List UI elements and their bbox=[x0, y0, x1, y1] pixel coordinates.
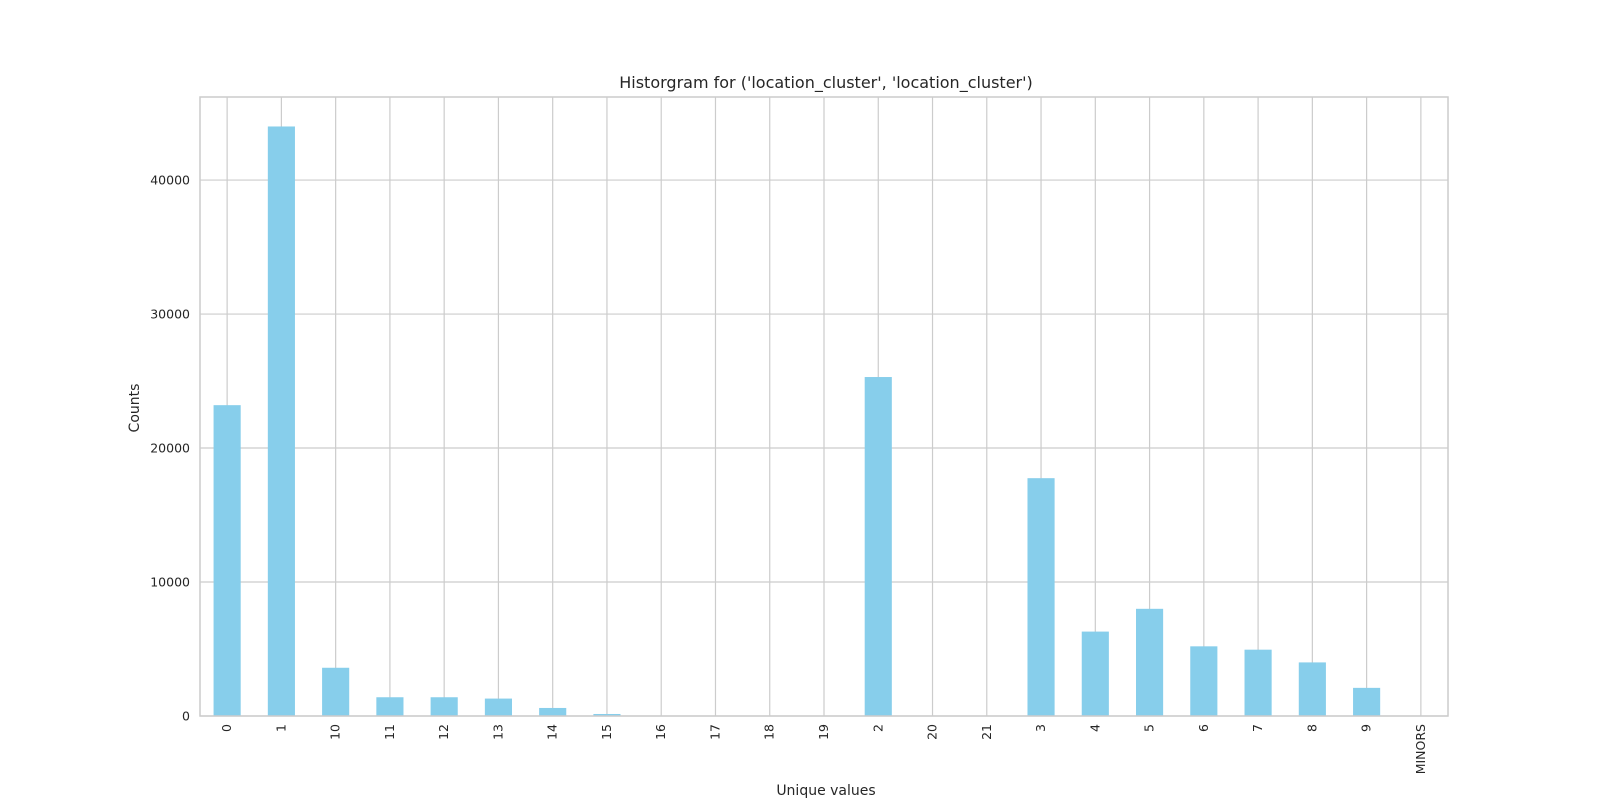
bar-8 bbox=[1298, 662, 1326, 716]
bar-13 bbox=[484, 698, 512, 716]
x-tick-label: 2 bbox=[870, 724, 885, 732]
x-tick-label: 6 bbox=[1196, 724, 1211, 732]
bar-10 bbox=[322, 667, 350, 716]
x-tick-label: 10 bbox=[328, 724, 343, 740]
y-tick-label: 10000 bbox=[150, 575, 190, 590]
bar-5 bbox=[1136, 608, 1164, 716]
x-tick-label: 3 bbox=[1033, 724, 1048, 732]
bar-0 bbox=[213, 405, 241, 716]
y-tick-label: 20000 bbox=[150, 441, 190, 456]
bar-12 bbox=[430, 697, 458, 716]
x-tick-label: 12 bbox=[436, 724, 451, 740]
bars bbox=[213, 126, 1435, 716]
x-tick-label: 19 bbox=[816, 724, 831, 740]
bar-14 bbox=[539, 707, 567, 716]
x-tick-label: MINORS bbox=[1413, 724, 1428, 774]
bar-11 bbox=[376, 697, 404, 716]
x-tick-label: 15 bbox=[599, 724, 614, 740]
grid-lines bbox=[200, 97, 1448, 717]
x-tick-label: 1 bbox=[273, 724, 288, 732]
x-tick-label: 16 bbox=[653, 724, 668, 740]
x-axis-ticks: 0 1 10 11 12 13 14 15 16 17 18 19 2 20 21 3 4 5 6 7 8 9 MINORS bbox=[219, 724, 1428, 774]
y-axis-label: Counts bbox=[127, 384, 143, 433]
x-tick-label: 17 bbox=[707, 724, 722, 740]
x-axis-label: Unique values bbox=[776, 783, 875, 799]
x-tick-label: 11 bbox=[382, 724, 397, 740]
bar-4 bbox=[1081, 631, 1109, 716]
x-tick-label: 8 bbox=[1304, 724, 1319, 732]
bar-2 bbox=[864, 377, 892, 716]
bar-15 bbox=[593, 713, 621, 716]
x-tick-label: 5 bbox=[1142, 724, 1157, 732]
plot-frame bbox=[199, 96, 1449, 717]
bar-1 bbox=[267, 126, 295, 716]
x-tick-label: 13 bbox=[490, 724, 505, 740]
bar-7 bbox=[1244, 649, 1272, 716]
x-tick-label: 18 bbox=[762, 724, 777, 740]
y-axis-ticks: 0 10000 20000 30000 40000 bbox=[150, 173, 190, 724]
bar-3 bbox=[1027, 478, 1055, 716]
bar-6 bbox=[1190, 646, 1218, 716]
y-tick-label: 0 bbox=[182, 709, 190, 724]
x-tick-label: 4 bbox=[1087, 724, 1102, 732]
x-tick-label: 21 bbox=[979, 724, 994, 740]
y-tick-label: 40000 bbox=[150, 173, 190, 188]
chart-title: Historgram for ('location_cluster', 'loc… bbox=[619, 73, 1033, 93]
y-tick-label: 30000 bbox=[150, 307, 190, 322]
x-tick-label: 9 bbox=[1359, 724, 1374, 732]
bar-9 bbox=[1353, 687, 1381, 716]
x-tick-label: 20 bbox=[925, 724, 940, 740]
x-tick-label: 14 bbox=[545, 724, 560, 740]
x-tick-label: 7 bbox=[1250, 724, 1265, 732]
x-tick-label: 0 bbox=[219, 724, 234, 732]
